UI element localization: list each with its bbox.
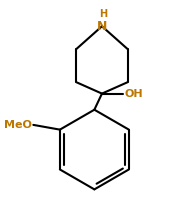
Text: OH: OH bbox=[125, 89, 143, 99]
Text: N: N bbox=[97, 20, 107, 33]
Text: MeO: MeO bbox=[3, 120, 31, 130]
Text: H: H bbox=[99, 9, 107, 19]
